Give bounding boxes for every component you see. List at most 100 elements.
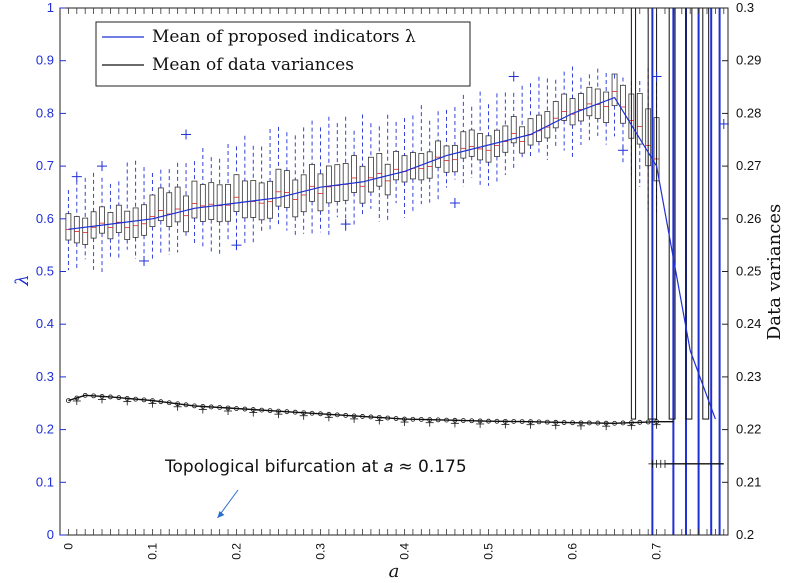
lambda-box-body — [300, 174, 307, 213]
lambda-box — [485, 104, 492, 186]
lambda-box-body — [426, 151, 433, 179]
lambda-box — [90, 172, 97, 270]
lambda-box — [258, 146, 265, 234]
lambda-outlier — [71, 171, 82, 182]
lambda-box-body — [502, 125, 509, 153]
lambda-box-body — [317, 173, 324, 212]
lambda-box-body — [611, 73, 618, 107]
lambda-box — [183, 163, 189, 239]
lambda-outlier — [651, 71, 662, 82]
lambda-box — [199, 147, 206, 248]
lambda-box — [527, 83, 534, 158]
lambda-box-body — [594, 88, 601, 119]
x-tick-label: 0 — [61, 543, 75, 550]
lambda-box — [149, 173, 156, 261]
lambda-box-body — [342, 163, 349, 201]
lambda-outlier — [181, 129, 192, 140]
lambda-box-body — [191, 180, 198, 219]
lambda-box-body — [149, 194, 156, 228]
y-right-tick-label: 0.22 — [736, 422, 761, 437]
lambda-box-body — [216, 184, 223, 223]
lambda-outlier — [231, 240, 242, 251]
lambda-box-body — [376, 153, 383, 187]
lambda-box — [275, 126, 282, 226]
lambda-box — [561, 71, 568, 151]
y-left-tick-label: 0.3 — [36, 369, 54, 384]
lambda-box-body — [384, 163, 391, 196]
lambda-box-body — [241, 180, 248, 219]
lambda-box — [367, 123, 374, 209]
lambda-box-body — [267, 180, 273, 219]
variance-unstable-box — [630, 7, 637, 420]
variance-unstable-box — [702, 7, 710, 420]
plot-frame — [59, 7, 729, 536]
y-left-tick-label: 0.7 — [36, 158, 54, 173]
lambda-box — [174, 162, 181, 253]
lambda-box — [401, 118, 408, 218]
lambda-box — [460, 94, 467, 187]
lambda-box — [418, 105, 425, 205]
lambda-box-body — [199, 184, 206, 222]
lambda-box-body — [359, 165, 366, 204]
lambda-box-body — [208, 182, 215, 220]
mean-lambda-line — [68, 96, 716, 420]
lambda-box-body — [225, 183, 231, 222]
lambda-box — [376, 126, 383, 222]
lambda-box — [552, 79, 559, 148]
lambda-box-body — [578, 93, 584, 122]
y-left-tick-label: 0.4 — [36, 316, 54, 331]
lambda-box — [309, 120, 315, 236]
lambda-box — [65, 190, 72, 271]
lambda-box — [99, 177, 105, 272]
lambda-box-body — [90, 211, 97, 239]
lambda-box — [300, 127, 307, 234]
lambda-box — [124, 162, 131, 250]
lambda-box — [351, 130, 357, 226]
lambda-box — [611, 73, 618, 137]
lambda-box-body — [174, 186, 181, 223]
y-left-tick-label: 1 — [47, 0, 54, 15]
lambda-box — [359, 114, 366, 215]
x-axis-label: a — [389, 561, 400, 582]
lambda-box-body — [157, 187, 164, 222]
lambda-box — [82, 177, 89, 260]
y-right-tick-label: 0.2 — [736, 527, 754, 542]
legend-label: Mean of proposed indicators λ — [152, 27, 416, 47]
x-tick-label: 0.2 — [229, 543, 243, 560]
lambda-box — [267, 129, 273, 232]
lambda-box — [620, 77, 626, 163]
lambda-box-body — [443, 145, 450, 173]
y-left-tick-label: 0.1 — [36, 474, 54, 489]
y-left-axis-label: λ — [12, 274, 33, 286]
lambda-box — [325, 116, 332, 236]
lambda-box-body — [183, 195, 189, 233]
lambda-box-body — [166, 192, 173, 227]
lambda-box-body — [275, 168, 282, 207]
legend-box — [95, 21, 471, 87]
lambda-box — [107, 183, 114, 258]
lambda-outlier — [617, 145, 628, 156]
lambda-outlier — [508, 71, 519, 82]
x-tick-label: 0.1 — [145, 543, 159, 560]
lambda-box — [132, 160, 139, 259]
lambda-box-body — [510, 116, 517, 144]
x-tick-label: 0.7 — [650, 543, 664, 560]
lambda-box-body — [536, 114, 542, 142]
lambda-box — [166, 169, 173, 256]
y-left-tick-label: 0.9 — [36, 53, 54, 68]
lambda-box — [443, 109, 450, 188]
lambda-box-body — [283, 170, 290, 208]
lambda-box — [334, 123, 341, 218]
lambda-box — [393, 121, 400, 204]
lambda-box-body — [309, 164, 315, 202]
y-right-tick-label: 0.25 — [736, 264, 761, 279]
y-right-tick-label: 0.29 — [736, 53, 761, 68]
x-tick-label: 0.4 — [398, 543, 412, 560]
lambda-box — [435, 111, 442, 201]
lambda-box — [452, 107, 458, 180]
y-right-tick-label: 0.23 — [736, 369, 761, 384]
lambda-box — [519, 85, 526, 160]
lambda-box — [225, 144, 231, 242]
lambda-box-body — [401, 155, 408, 183]
